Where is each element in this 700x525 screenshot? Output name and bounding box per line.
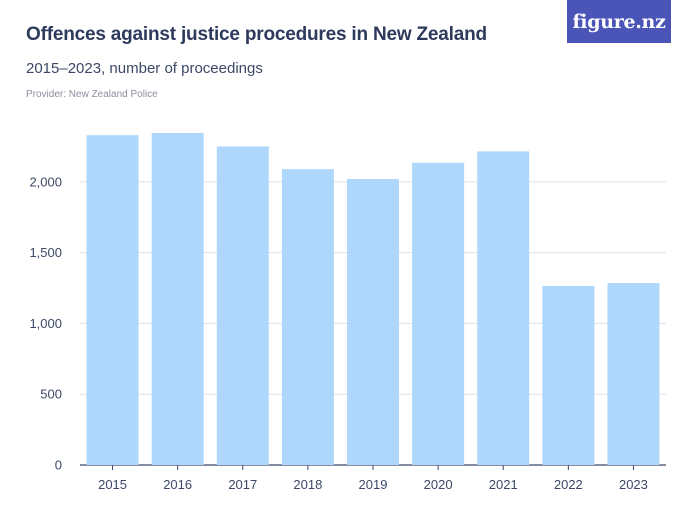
bar-2018[interactable] xyxy=(281,169,334,465)
figure-nz-logo[interactable]: figure.nz xyxy=(567,0,671,43)
x-tick-label: 2019 xyxy=(359,477,388,492)
chart-subtitle: 2015–2023, number of proceedings xyxy=(26,60,263,77)
bar-2019[interactable] xyxy=(347,179,399,465)
x-tick-label: 2018 xyxy=(293,477,322,492)
x-tick-label: 2020 xyxy=(424,477,453,492)
y-tick-label: 2,000 xyxy=(29,174,62,189)
y-tick-label: 1,000 xyxy=(29,316,62,331)
bar-2017[interactable] xyxy=(216,146,269,465)
bar-2016[interactable] xyxy=(151,133,204,465)
x-tick-label: 2016 xyxy=(163,477,192,492)
bar-2022[interactable] xyxy=(542,285,595,465)
y-axis-tick-labels: 0 500 1,000 1,500 2,000 xyxy=(29,174,62,472)
chart-title: Offences against justice procedures in N… xyxy=(26,24,487,45)
bar-2021[interactable] xyxy=(477,151,530,465)
x-tick-label: 2015 xyxy=(98,477,127,492)
x-axis-tick-labels: 2015 2016 2017 2018 2019 2020 2021 2022 2023 xyxy=(98,465,648,492)
y-tick-label: 0 xyxy=(55,458,62,473)
y-tick-label: 1,500 xyxy=(29,245,62,260)
bar-2023[interactable] xyxy=(607,283,660,465)
x-tick-label: 2023 xyxy=(619,477,648,492)
bar-2015[interactable] xyxy=(86,135,139,465)
x-tick-label: 2021 xyxy=(489,477,518,492)
bar-2020[interactable] xyxy=(412,162,465,465)
data-provider: Provider: New Zealand Police xyxy=(26,89,158,100)
x-tick-label: 2022 xyxy=(554,477,583,492)
x-tick-label: 2017 xyxy=(228,477,257,492)
logo-text: figure.nz xyxy=(572,10,666,33)
bars xyxy=(86,133,660,465)
y-tick-label: 500 xyxy=(40,387,62,402)
